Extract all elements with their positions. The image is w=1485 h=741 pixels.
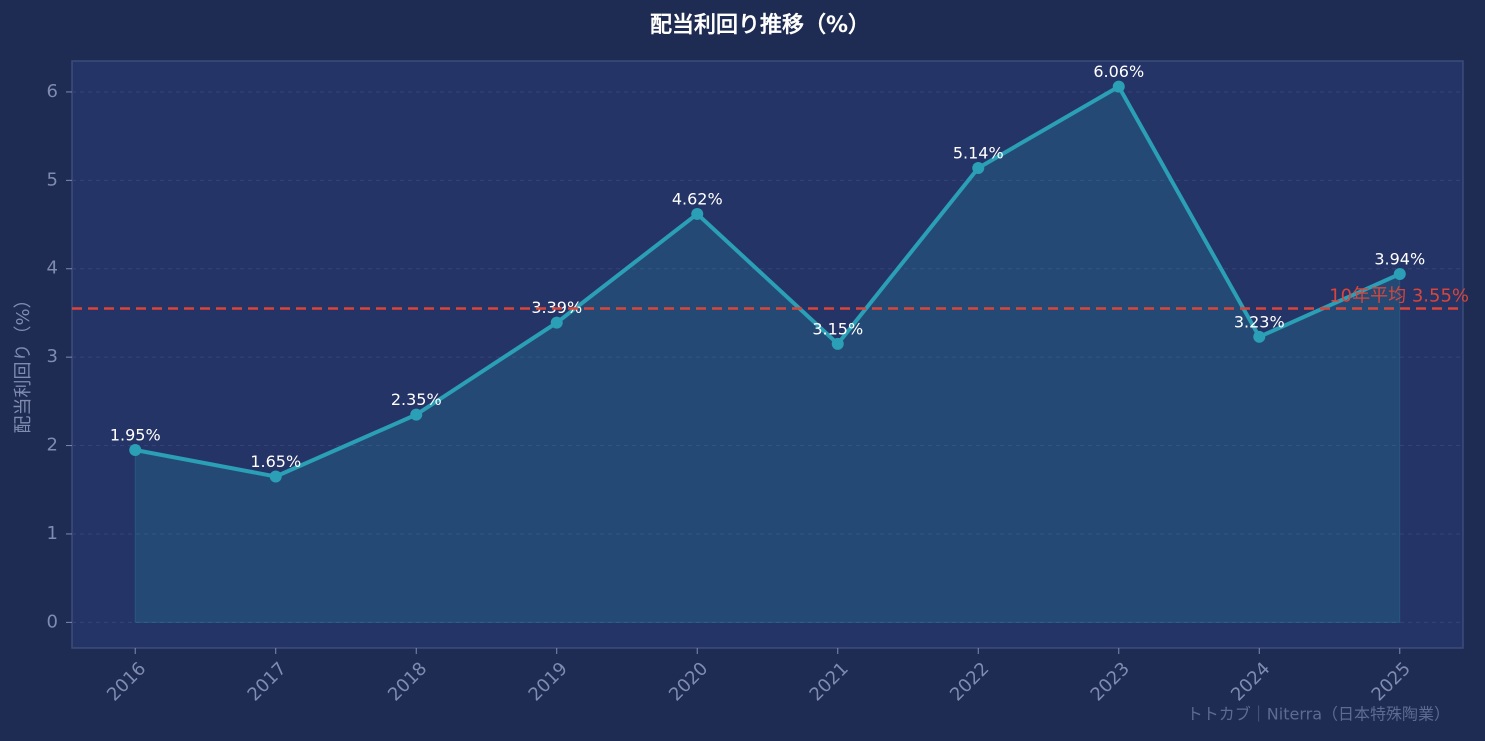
y-tick-label: 2 <box>47 435 58 456</box>
data-label: 3.94% <box>1374 250 1425 269</box>
point <box>831 337 844 350</box>
data-label: 3.15% <box>812 319 863 338</box>
point <box>972 161 985 174</box>
plot-area <box>71 60 1464 649</box>
y-tick-label: 6 <box>47 81 58 102</box>
y-tick-label: 3 <box>47 346 58 367</box>
data-label: 3.23% <box>1234 312 1285 331</box>
y-tick-label: 1 <box>47 523 58 544</box>
watermark: トトカブ｜Niterra（日本特殊陶業） <box>1187 705 1450 724</box>
data-label: 4.62% <box>672 189 723 208</box>
data-label: 1.65% <box>250 452 301 471</box>
data-label: 2.35% <box>391 390 442 409</box>
point <box>1112 80 1125 93</box>
point <box>1253 330 1266 343</box>
point <box>269 470 282 483</box>
y-axis-label: 配当利回り（%） <box>13 290 34 433</box>
point <box>410 408 423 421</box>
point <box>129 443 142 456</box>
chart-title: 配当利回り推移（%） <box>650 12 870 38</box>
y-tick-label: 4 <box>47 258 58 279</box>
point <box>1393 268 1406 281</box>
y-tick-label: 5 <box>47 169 58 190</box>
data-label: 5.14% <box>953 143 1004 162</box>
data-label: 1.95% <box>110 425 161 444</box>
line <box>134 84 1401 479</box>
point <box>550 316 563 329</box>
y-tick-label: 0 <box>47 611 58 632</box>
point <box>691 207 704 220</box>
data-label: 6.06% <box>1093 62 1144 81</box>
average-label: 10年平均 3.55% <box>1329 286 1469 307</box>
